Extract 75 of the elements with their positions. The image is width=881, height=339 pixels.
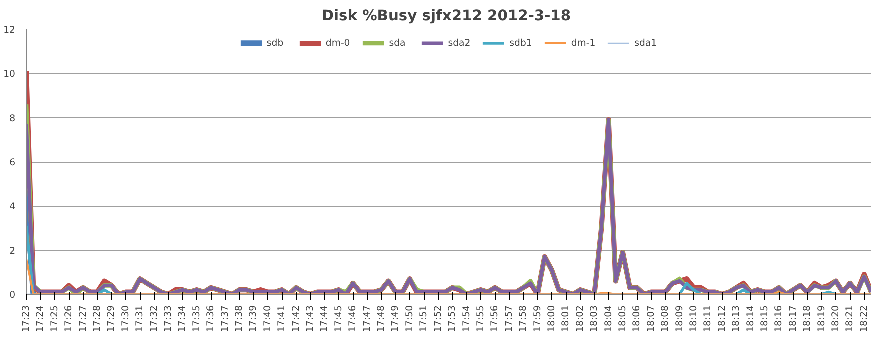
x-tick-label: 17:49	[390, 305, 402, 332]
x-tick-label: 17:38	[234, 305, 246, 332]
x-tick-label: 17:33	[163, 305, 174, 332]
legend-label: dm-1	[571, 38, 596, 48]
y-tick-label: 4	[10, 202, 16, 213]
x-tick-label: 18:15	[759, 305, 770, 332]
x-tick-label: 17:59	[532, 305, 544, 332]
y-tick-label: 8	[10, 113, 16, 124]
x-tick-label: 17:54	[461, 305, 472, 332]
y-tick-label: 12	[4, 25, 16, 36]
x-tick-label: 18:07	[646, 305, 657, 332]
x-tick-label: 17:28	[92, 305, 104, 332]
x-tick-label: 17:25	[49, 305, 60, 332]
x-tick-label: 18:12	[716, 305, 728, 332]
x-tick-label: 18:18	[802, 305, 814, 332]
x-tick-label: 17:44	[319, 305, 330, 332]
x-tick-label: 18:00	[546, 305, 558, 332]
x-tick-label: 18:09	[674, 305, 686, 332]
x-tick-label: 18:06	[632, 305, 643, 332]
x-tick-label: 18:01	[560, 305, 572, 332]
x-tick-label: 17:42	[290, 305, 302, 332]
y-tick-label: 6	[10, 158, 16, 168]
legend-label: sda	[389, 38, 407, 48]
x-tick-label: 17:47	[362, 305, 373, 332]
x-tick-label: 17:40	[262, 305, 274, 332]
x-tick-label: 17:32	[148, 305, 160, 332]
x-tick-label: 17:36	[206, 305, 217, 332]
x-tick-label: 17:45	[333, 305, 344, 332]
x-tick-label: 17:37	[220, 305, 231, 332]
x-tick-label: 17:52	[432, 305, 444, 332]
x-tick-label: 17:24	[35, 305, 46, 332]
y-tick-label: 2	[10, 246, 16, 257]
legend-label: dm-0	[326, 38, 350, 48]
x-tick-label: 17:43	[305, 305, 316, 332]
x-tick-label: 17:56	[490, 305, 501, 332]
legend-label: sdb	[266, 38, 285, 48]
x-tick-label: 18:22	[858, 305, 870, 332]
x-tick-label: 18:19	[816, 305, 828, 332]
legend-label: sda2	[448, 38, 471, 48]
x-tick-label: 18:05	[617, 305, 628, 332]
y-tick-label: 0	[10, 290, 16, 301]
x-tick-label: 17:27	[78, 305, 89, 332]
x-tick-label: 17:23	[21, 305, 32, 332]
x-tick-label: 17:31	[134, 305, 146, 332]
x-tick-label: 18:13	[731, 305, 742, 332]
x-tick-label: 17:50	[404, 305, 416, 332]
x-tick-label: 17:51	[418, 305, 430, 332]
x-tick-label: 18:03	[589, 305, 600, 332]
x-tick-label: 18:16	[774, 305, 785, 332]
x-tick-label: 18:20	[830, 305, 842, 332]
x-tick-label: 17:57	[504, 305, 515, 332]
x-tick-label: 18:08	[660, 305, 672, 332]
x-tick-label: 17:55	[475, 305, 486, 332]
legend-label: sdb1	[510, 38, 532, 48]
x-tick-label: 17:46	[348, 305, 359, 332]
x-tick-label: 17:35	[191, 305, 202, 332]
x-tick-label: 17:26	[64, 305, 75, 332]
x-tick-label: 17:58	[518, 305, 530, 332]
x-tick-label: 17:41	[276, 305, 288, 332]
x-tick-label: 18:04	[603, 305, 614, 332]
y-tick-label: 10	[4, 69, 16, 80]
chart-title: Disk %Busy sjfx212 2012-3-18	[322, 8, 572, 24]
x-tick-label: 18:21	[844, 305, 856, 332]
x-tick-label: 18:10	[688, 305, 700, 332]
x-tick-label: 17:48	[376, 305, 388, 332]
x-tick-label: 17:53	[447, 305, 458, 332]
x-tick-label: 18:14	[745, 305, 756, 332]
x-tick-label: 17:30	[120, 305, 132, 332]
legend-label: sda1	[634, 38, 658, 48]
x-tick-label: 18:11	[702, 305, 714, 332]
x-tick-label: 17:34	[177, 305, 188, 332]
x-tick-label: 17:39	[248, 305, 260, 332]
x-tick-label: 18:17	[788, 305, 799, 332]
x-tick-label: 17:29	[106, 305, 118, 332]
x-tick-label: 18:02	[574, 305, 586, 332]
